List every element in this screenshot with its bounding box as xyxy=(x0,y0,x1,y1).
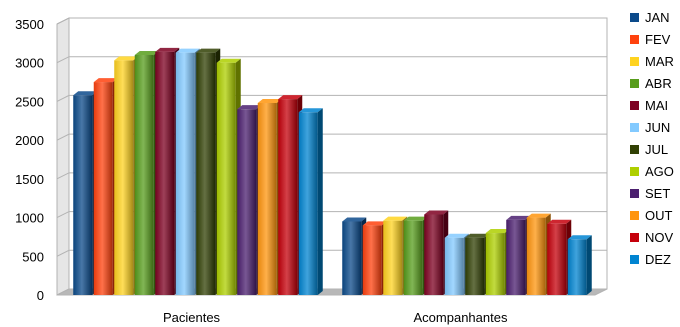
legend-item: JUL xyxy=(630,138,674,160)
x-axis-categories: Pacientes Acompanhantes xyxy=(163,310,508,325)
gridline xyxy=(56,17,607,25)
bar-mar-pacientes xyxy=(114,56,139,295)
bar-dez-acompanhantes xyxy=(567,235,592,295)
bar-jul-pacientes xyxy=(196,48,221,295)
gridline xyxy=(56,172,607,180)
legend-item: AGO xyxy=(630,160,674,182)
bar-ago-pacientes xyxy=(216,58,241,295)
legend-item: SET xyxy=(630,182,674,204)
legend-label: JUN xyxy=(645,119,671,135)
legend-item: ABR xyxy=(630,72,674,94)
bar-out-acompanhantes xyxy=(526,213,551,295)
y-tick-label: 1000 xyxy=(15,211,44,226)
y-tick-label: 3000 xyxy=(15,56,44,71)
bar-out-pacientes xyxy=(257,98,282,295)
bar-fev-acompanhantes xyxy=(362,221,387,295)
y-tick-label: 0 xyxy=(37,288,44,303)
bar-jan-pacientes xyxy=(73,91,98,295)
legend-label: ABR xyxy=(645,75,672,91)
bar-jun-pacientes xyxy=(175,48,200,295)
bar-mai-pacientes xyxy=(155,47,180,296)
bars xyxy=(73,47,592,296)
legend-swatch xyxy=(630,210,639,220)
bar-abr-acompanhantes xyxy=(403,216,428,295)
legend-label: JUL xyxy=(645,141,669,157)
legend-label: AGO xyxy=(645,163,674,179)
bar-nov-pacientes xyxy=(278,95,303,295)
legend-label: DEZ xyxy=(645,251,671,267)
gridline xyxy=(56,211,607,219)
bar-abr-pacientes xyxy=(134,50,159,295)
legend-label: FEV xyxy=(645,31,671,47)
legend-swatch xyxy=(630,12,639,22)
bar-ago-acompanhantes xyxy=(485,229,510,295)
legend-swatch xyxy=(630,34,639,44)
legend-swatch xyxy=(630,188,639,198)
y-tick-label: 2500 xyxy=(15,94,44,109)
legend-item: MAI xyxy=(630,94,674,116)
y-tick-label: 2000 xyxy=(15,133,44,148)
legend-swatch xyxy=(630,144,639,154)
legend-swatch xyxy=(630,254,639,264)
legend-item: JUN xyxy=(630,116,674,138)
legend-item: FEV xyxy=(630,28,674,50)
bar-set-acompanhantes xyxy=(506,215,531,295)
legend-item: NOV xyxy=(630,226,674,248)
gridline xyxy=(56,94,607,102)
legend-item: JAN xyxy=(630,6,674,28)
gridline xyxy=(56,56,607,64)
grid-lines xyxy=(56,17,607,296)
legend-label: OUT xyxy=(645,207,673,223)
category-label: Pacientes xyxy=(163,310,221,325)
legend: JAN FEV MAR ABR MAI JUN JUL AGO SET OUT NOV DEZ xyxy=(630,6,674,270)
legend-item: OUT xyxy=(630,204,674,226)
category-label: Acompanhantes xyxy=(414,310,508,325)
legend-swatch xyxy=(630,100,639,110)
y-tick-label: 1500 xyxy=(15,172,44,187)
bar-nov-acompanhantes xyxy=(547,219,572,295)
legend-label: SET xyxy=(645,185,671,201)
bar-fev-pacientes xyxy=(93,78,118,295)
legend-swatch xyxy=(630,232,639,242)
legend-item: DEZ xyxy=(630,248,674,270)
bar-dez-pacientes xyxy=(298,108,323,295)
legend-label: MAI xyxy=(645,97,669,113)
bar-jan-acompanhantes xyxy=(342,217,367,295)
y-tick-label: 500 xyxy=(22,249,44,264)
gridline xyxy=(56,133,607,141)
legend-swatch xyxy=(630,56,639,66)
bar-jun-acompanhantes xyxy=(444,233,469,295)
legend-label: MAR xyxy=(645,53,674,69)
bar-set-pacientes xyxy=(237,105,262,296)
legend-swatch xyxy=(630,78,639,88)
y-axis-ticks: 0 500 1000 1500 2000 2500 3000 3500 xyxy=(15,17,44,303)
legend-label: JAN xyxy=(645,9,670,25)
legend-item: MAR xyxy=(630,50,674,72)
legend-swatch xyxy=(630,122,639,132)
y-tick-label: 3500 xyxy=(15,17,44,32)
bar-mar-acompanhantes xyxy=(383,216,408,295)
bar-jul-acompanhantes xyxy=(465,233,490,295)
bar-mai-acompanhantes xyxy=(424,210,449,295)
legend-swatch xyxy=(630,166,639,176)
legend-label: NOV xyxy=(645,229,674,245)
